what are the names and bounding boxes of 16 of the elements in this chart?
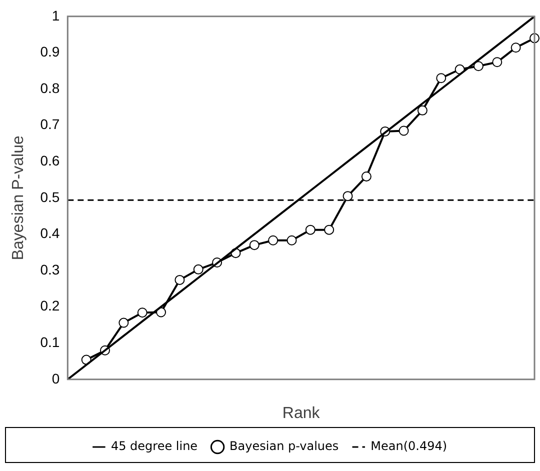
x-axis-title: Rank: [282, 404, 321, 422]
y-tick-label: 0.8: [40, 80, 60, 96]
y-tick-label: 0: [52, 370, 60, 386]
y-tick-label: 0.2: [40, 298, 60, 314]
legend-label: Bayesian p-values: [230, 439, 339, 454]
y-tick-label: 0.5: [40, 188, 60, 205]
y-tick-label: 0.6: [40, 152, 60, 168]
y-tick-label: 0.3: [40, 261, 60, 278]
y-tick-label: 0.4: [40, 225, 60, 242]
y-tick-label: 0.9: [40, 44, 60, 60]
y-axis-title: Bayesian P-value: [10, 136, 28, 260]
legend-label: Mean(0.494): [370, 439, 448, 454]
legend-label: 45 degree line: [110, 439, 198, 454]
y-tick-label: 0.7: [40, 116, 60, 132]
y-tick-label: 1: [52, 7, 60, 24]
y-tick-label: 0.1: [40, 334, 60, 350]
